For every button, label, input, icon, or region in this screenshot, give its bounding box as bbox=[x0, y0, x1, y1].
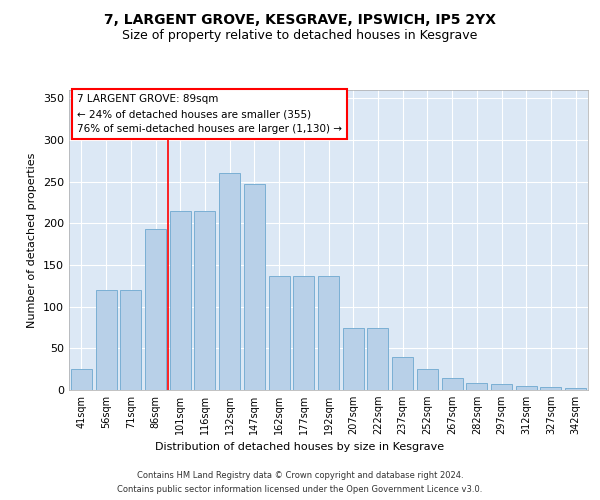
Bar bbox=[541, 386, 562, 390]
Bar bbox=[120, 290, 141, 390]
Bar bbox=[145, 229, 166, 390]
Bar bbox=[343, 328, 364, 390]
Text: Contains public sector information licensed under the Open Government Licence v3: Contains public sector information licen… bbox=[118, 485, 482, 494]
Bar bbox=[244, 184, 265, 390]
Bar bbox=[392, 356, 413, 390]
Bar bbox=[565, 388, 586, 390]
Bar bbox=[170, 211, 191, 390]
Text: Distribution of detached houses by size in Kesgrave: Distribution of detached houses by size … bbox=[155, 442, 445, 452]
Text: 7, LARGENT GROVE, KESGRAVE, IPSWICH, IP5 2YX: 7, LARGENT GROVE, KESGRAVE, IPSWICH, IP5… bbox=[104, 12, 496, 26]
Bar bbox=[71, 369, 92, 390]
Y-axis label: Number of detached properties: Number of detached properties bbox=[28, 152, 37, 328]
Bar bbox=[293, 276, 314, 390]
Bar bbox=[367, 328, 388, 390]
Text: 7 LARGENT GROVE: 89sqm
← 24% of detached houses are smaller (355)
76% of semi-de: 7 LARGENT GROVE: 89sqm ← 24% of detached… bbox=[77, 94, 342, 134]
Text: Size of property relative to detached houses in Kesgrave: Size of property relative to detached ho… bbox=[122, 29, 478, 42]
Bar bbox=[318, 276, 339, 390]
Bar bbox=[516, 386, 537, 390]
Bar bbox=[95, 290, 116, 390]
Bar bbox=[219, 174, 240, 390]
Text: Contains HM Land Registry data © Crown copyright and database right 2024.: Contains HM Land Registry data © Crown c… bbox=[137, 471, 463, 480]
Bar bbox=[442, 378, 463, 390]
Bar bbox=[491, 384, 512, 390]
Bar bbox=[466, 384, 487, 390]
Bar bbox=[417, 369, 438, 390]
Bar bbox=[269, 276, 290, 390]
Bar bbox=[194, 211, 215, 390]
